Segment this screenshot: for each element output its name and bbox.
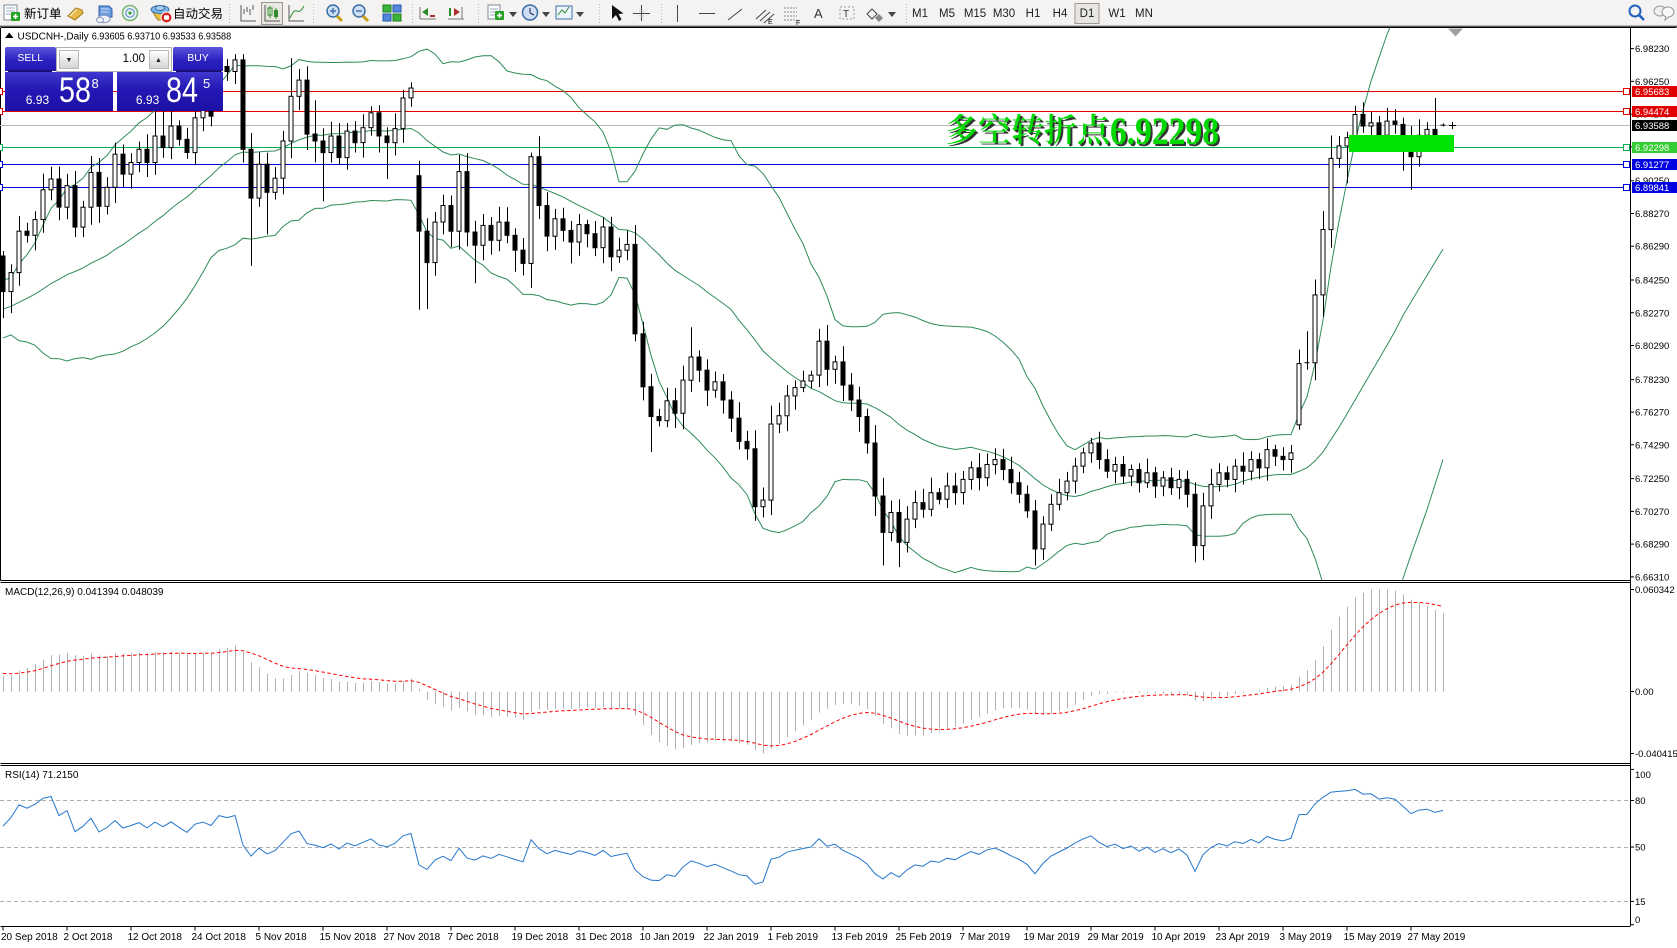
svg-text:H4: H4: [1053, 8, 1068, 20]
svg-text:50: 50: [1635, 843, 1646, 854]
svg-text:20 Sep 2018: 20 Sep 2018: [1, 932, 58, 943]
svg-text:A: A: [814, 6, 823, 21]
svg-text:6.86290: 6.86290: [1635, 242, 1669, 253]
svg-text:6.70270: 6.70270: [1635, 507, 1669, 518]
svg-text:F: F: [796, 20, 800, 27]
svg-text:19 Dec 2018: 19 Dec 2018: [512, 932, 569, 943]
svg-text:6.94474: 6.94474: [1635, 107, 1669, 118]
svg-text:100: 100: [1635, 770, 1651, 781]
svg-text:6.92298: 6.92298: [1635, 143, 1669, 154]
svg-text:3 May 2019: 3 May 2019: [1280, 932, 1333, 943]
svg-text:15 Nov 2018: 15 Nov 2018: [320, 932, 377, 943]
svg-text:D1: D1: [1080, 8, 1095, 20]
svg-text:6.91277: 6.91277: [1635, 160, 1669, 171]
svg-text:19 Mar 2019: 19 Mar 2019: [1024, 932, 1081, 943]
svg-text:6.74290: 6.74290: [1635, 440, 1669, 451]
svg-text:15: 15: [1635, 897, 1646, 908]
svg-text:T: T: [843, 9, 849, 20]
svg-text:RSI(14) 71.2150: RSI(14) 71.2150: [5, 770, 79, 781]
svg-text:0.060342: 0.060342: [1635, 585, 1675, 596]
svg-text:80: 80: [1635, 796, 1646, 807]
svg-text:29 Mar 2019: 29 Mar 2019: [1088, 932, 1145, 943]
svg-text:2 Oct 2018: 2 Oct 2018: [64, 932, 113, 943]
svg-text:27 May 2019: 27 May 2019: [1408, 932, 1466, 943]
svg-text:6.89841: 6.89841: [1635, 183, 1669, 194]
svg-text:6.90250: 6.90250: [1635, 176, 1669, 187]
svg-text:23 Apr 2019: 23 Apr 2019: [1216, 932, 1270, 943]
svg-text:13 Feb 2019: 13 Feb 2019: [832, 932, 889, 943]
svg-text:6.92298: 6.92298: [1110, 109, 1219, 152]
svg-text:25 Feb 2019: 25 Feb 2019: [896, 932, 953, 943]
svg-text:6.68290: 6.68290: [1635, 540, 1669, 551]
svg-text:12 Oct 2018: 12 Oct 2018: [128, 932, 183, 943]
svg-text:0: 0: [1635, 915, 1640, 926]
svg-text:15 May 2019: 15 May 2019: [1344, 932, 1402, 943]
svg-text:6.95683: 6.95683: [1635, 87, 1669, 98]
svg-text:6.98230: 6.98230: [1635, 44, 1669, 55]
svg-text:6.93588: 6.93588: [1635, 121, 1669, 132]
svg-text:6.66310: 6.66310: [1635, 572, 1669, 583]
svg-text:7 Mar 2019: 7 Mar 2019: [960, 932, 1011, 943]
svg-text:6.84250: 6.84250: [1635, 276, 1669, 287]
svg-text:M5: M5: [939, 8, 955, 20]
svg-text:M1: M1: [912, 8, 928, 20]
svg-text:6.82270: 6.82270: [1635, 308, 1669, 319]
svg-text:M30: M30: [993, 8, 1015, 20]
svg-text:MACD(12,26,9) 0.041394 0.04803: MACD(12,26,9) 0.041394 0.048039: [5, 587, 164, 598]
svg-text:6.88270: 6.88270: [1635, 209, 1669, 220]
svg-text:6.96250: 6.96250: [1635, 77, 1669, 88]
svg-text:H1: H1: [1026, 8, 1041, 20]
svg-text:MN: MN: [1135, 8, 1153, 20]
svg-text:W1: W1: [1108, 8, 1125, 20]
svg-text:-0.040415: -0.040415: [1635, 749, 1677, 760]
svg-text:0.00: 0.00: [1635, 687, 1654, 698]
svg-text:6.80290: 6.80290: [1635, 341, 1669, 352]
svg-text:5 Nov 2018: 5 Nov 2018: [256, 932, 308, 943]
svg-text:E: E: [768, 19, 773, 26]
svg-text:22 Jan 2019: 22 Jan 2019: [704, 932, 759, 943]
svg-text:31 Dec 2018: 31 Dec 2018: [576, 932, 633, 943]
svg-text:6.92298: 6.92298: [1112, 111, 1221, 154]
svg-text:7 Dec 2018: 7 Dec 2018: [448, 932, 500, 943]
svg-text:10 Apr 2019: 10 Apr 2019: [1152, 932, 1206, 943]
svg-text:10 Jan 2019: 10 Jan 2019: [640, 932, 695, 943]
svg-text:1 Feb 2019: 1 Feb 2019: [768, 932, 819, 943]
svg-text:24 Oct 2018: 24 Oct 2018: [192, 932, 247, 943]
svg-text:M15: M15: [964, 8, 986, 20]
svg-text:USDCNH-,Daily: USDCNH-,Daily: [18, 31, 89, 42]
svg-text:6.78230: 6.78230: [1635, 375, 1669, 386]
svg-text:27 Nov 2018: 27 Nov 2018: [384, 932, 441, 943]
svg-text:6.72250: 6.72250: [1635, 474, 1669, 485]
svg-text:6.76270: 6.76270: [1635, 408, 1669, 419]
svg-text:6.93605 6.93710 6.93533 6.9358: 6.93605 6.93710 6.93533 6.93588: [92, 31, 232, 42]
